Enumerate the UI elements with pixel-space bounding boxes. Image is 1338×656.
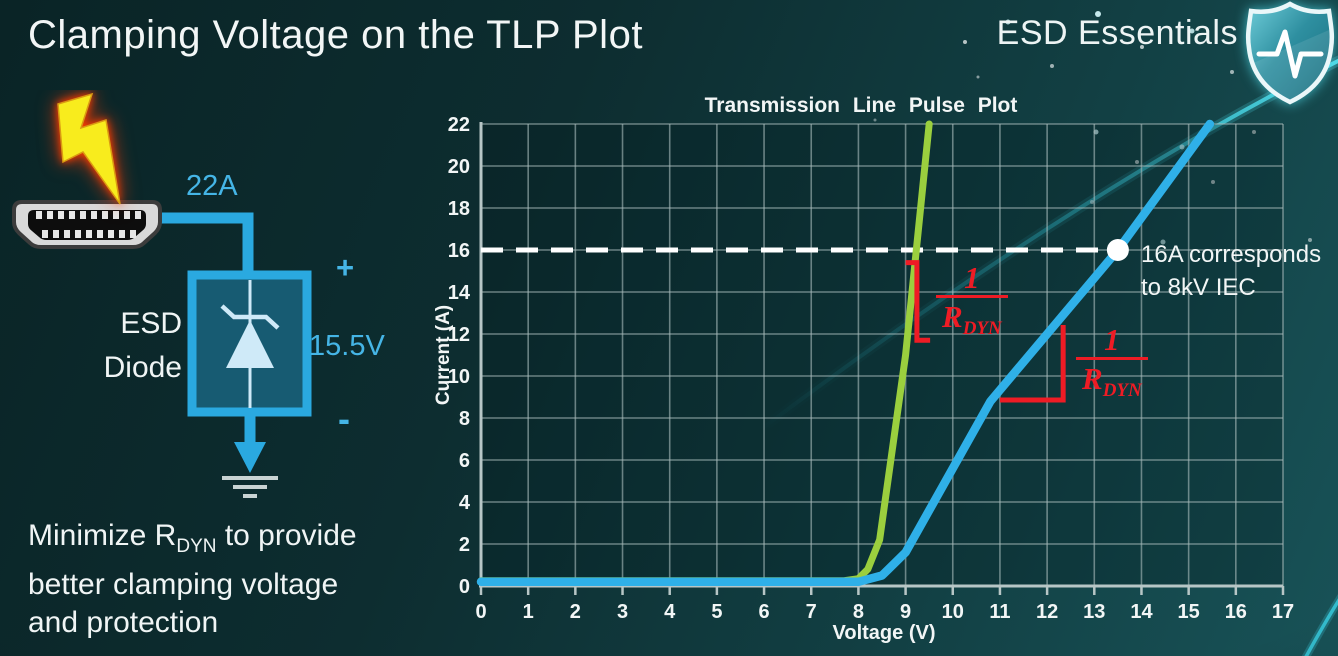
particle-dot <box>1211 180 1215 184</box>
particle-dot <box>1230 70 1234 74</box>
zener-anode-triangle <box>226 320 274 368</box>
x-tick-label: 1 <box>523 601 534 623</box>
particle-dot <box>1179 144 1185 150</box>
footer-line1: Minimize RDYN to provide <box>28 519 357 557</box>
y-tick-label: 8 <box>459 408 470 430</box>
x-tick-label: 14 <box>1130 601 1153 623</box>
page-title: Clamping Voltage on the TLP Plot <box>28 13 643 57</box>
particle-dot <box>1189 28 1195 34</box>
y-tick-label: 16 <box>448 240 470 262</box>
fraction-denominator: RDYN <box>1076 357 1148 409</box>
clamp-voltage-label: 15.5V <box>309 330 385 362</box>
particle-dot <box>1090 200 1094 204</box>
fraction-numerator: 1 <box>1104 322 1120 357</box>
surge-wire <box>160 212 254 280</box>
y-tick-label: 18 <box>448 198 470 220</box>
particle-dot <box>1005 19 1011 25</box>
x-tick-label: 16 <box>1225 601 1247 623</box>
particle-dot <box>873 118 877 122</box>
particle-dot <box>1050 64 1054 68</box>
y-tick-label: 6 <box>459 450 470 472</box>
lightning-bolt-icon <box>57 92 121 205</box>
plus-label: + <box>336 250 355 285</box>
ground-icon <box>222 476 278 498</box>
particle-dot <box>1160 239 1166 245</box>
marker-label: 16A corresponds to 8kV IEC <box>1141 238 1321 304</box>
x-tick-label: 4 <box>664 601 676 623</box>
rdyn-fraction-green: 1 RDYN <box>936 262 1008 347</box>
y-tick-label: 14 <box>448 282 471 304</box>
x-tick-label: 2 <box>570 601 581 623</box>
x-tick-label: 12 <box>1036 601 1058 623</box>
brand-title: ESD Essentials <box>996 14 1238 52</box>
y-tick-label: 4 <box>459 492 471 514</box>
x-tick-label: 11 <box>989 601 1010 623</box>
arrow-down-icon <box>234 442 266 473</box>
y-tick-label: 0 <box>459 576 470 598</box>
corner-swoosh-line <box>1304 598 1338 656</box>
fraction-numerator: 1 <box>964 260 980 295</box>
y-tick-label: 22 <box>448 114 470 136</box>
x-axis-label: Voltage (V) <box>833 622 936 644</box>
esd-circuit-diagram <box>12 92 312 498</box>
x-tick-label: 8 <box>853 601 864 623</box>
hdmi-pins <box>36 211 141 238</box>
x-tick-label: 7 <box>806 601 817 623</box>
esd-diode-label: ESD Diode <box>60 302 182 390</box>
swoosh-line <box>758 58 1338 432</box>
x-tick-label: 9 <box>900 601 911 623</box>
x-tick-label: 0 <box>475 601 486 623</box>
x-tick-label: 13 <box>1083 601 1105 623</box>
surge-current-label: 22A <box>186 170 238 202</box>
y-tick-label: 10 <box>448 366 470 388</box>
pulse-line-icon <box>1256 29 1324 79</box>
particle-dot <box>1095 11 1101 17</box>
slope-bracket-1 <box>999 324 1066 403</box>
footer-line2: better clamping voltage <box>28 568 339 601</box>
particle-dot <box>963 40 967 44</box>
footer-note: Minimize RDYN to provide better clamping… <box>28 517 357 642</box>
particle-dot <box>1252 130 1256 134</box>
fraction-denominator: RDYN <box>936 295 1008 347</box>
rdyn-fraction-blue: 1 RDYN <box>1076 324 1148 409</box>
y-tick-label: 2 <box>459 534 470 556</box>
x-tick-label: 10 <box>942 601 964 623</box>
y-tick-label: 20 <box>448 156 470 178</box>
x-tick-label: 6 <box>758 601 769 623</box>
slope-bracket-0 <box>905 260 931 343</box>
chart-title: Transmission Line Pulse Plot <box>705 94 1018 117</box>
x-tick-label: 15 <box>1178 601 1200 623</box>
particle-dot <box>1308 238 1312 242</box>
y-tick-label: 12 <box>448 324 470 346</box>
particle-dot <box>1140 45 1144 49</box>
x-tick-label: 17 <box>1272 601 1294 623</box>
marker-label-line2: to 8kV IEC <box>1141 274 1256 301</box>
zener-cathode <box>220 304 280 330</box>
x-tick-label: 5 <box>711 601 722 623</box>
marker-dot <box>1106 239 1129 261</box>
footer-line3: and protection <box>28 606 219 639</box>
hdmi-connector-icon <box>12 200 162 249</box>
marker-label-line1: 16A corresponds <box>1141 241 1322 268</box>
y-axis-label: Current (A) <box>433 305 454 405</box>
x-tick-label: 3 <box>617 601 628 623</box>
particle-dot <box>1135 160 1139 164</box>
shield-pulse-icon <box>1245 1 1335 105</box>
particle-dot <box>976 75 980 79</box>
minus-label: - <box>338 398 350 439</box>
esd-diode-label-line2: Diode <box>103 351 182 384</box>
esd-diode-label-line1: ESD <box>120 307 182 340</box>
